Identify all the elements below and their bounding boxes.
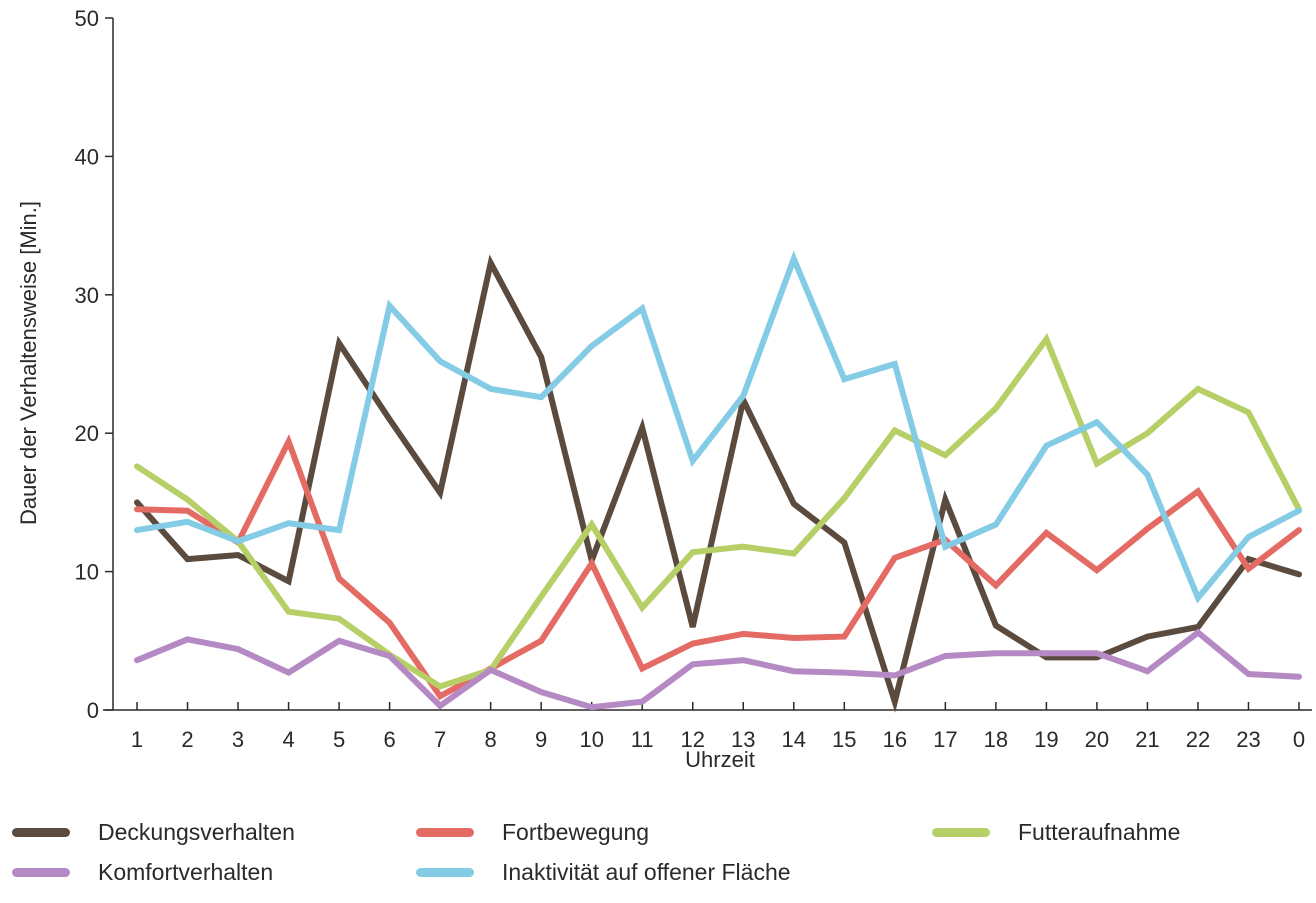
legend-swatch xyxy=(416,827,474,837)
series-line-futteraufnahme xyxy=(134,332,1302,690)
x-tick-label: 8 xyxy=(485,727,497,752)
x-tick-label: 15 xyxy=(832,727,856,752)
x-tick-label: 23 xyxy=(1236,727,1260,752)
y-axis-title: Dauer der Verhaltensweise [Min.] xyxy=(16,201,41,525)
x-tick-label: 20 xyxy=(1085,727,1109,752)
x-tick-label: 12 xyxy=(680,727,704,752)
legend-item-deckungsverhalten: Deckungsverhalten xyxy=(12,814,295,850)
series-line-inaktivit-t-auf-offener-fl-che xyxy=(134,250,1302,604)
x-axis-title: Uhrzeit xyxy=(685,747,755,772)
legend-item-futteraufnahme: Futteraufnahme xyxy=(932,814,1180,850)
x-tick-label: 14 xyxy=(782,727,806,752)
legend: Deckungsverhalten Fortbewegung Futterauf… xyxy=(0,800,1316,903)
series-line-fortbewegung xyxy=(134,433,1302,701)
x-tick-label: 18 xyxy=(984,727,1008,752)
x-tick-label: 5 xyxy=(333,727,345,752)
x-tick-label: 19 xyxy=(1034,727,1058,752)
y-axis: 0 10 20 30 40 50 xyxy=(75,6,114,723)
legend-swatch xyxy=(932,827,990,837)
legend-swatch xyxy=(12,867,70,877)
series-layer xyxy=(134,250,1302,713)
y-tick-label: 30 xyxy=(75,283,99,308)
y-tick-label: 40 xyxy=(75,144,99,169)
x-tick-label: 3 xyxy=(232,727,244,752)
legend-item-inaktivitaet: Inaktivität auf offener Fläche xyxy=(416,854,791,890)
legend-item-fortbewegung: Fortbewegung xyxy=(416,814,649,850)
x-tick-label: 22 xyxy=(1186,727,1210,752)
x-tick-label: 9 xyxy=(535,727,547,752)
legend-label: Futteraufnahme xyxy=(1018,818,1181,845)
legend-swatch xyxy=(12,827,70,837)
legend-label: Inaktivität auf offener Fläche xyxy=(502,858,791,885)
x-tick-label: 2 xyxy=(181,727,193,752)
x-tick-label: 0 xyxy=(1293,727,1305,752)
x-tick-label: 4 xyxy=(282,727,294,752)
legend-item-komfortverhalten: Komfortverhalten xyxy=(12,854,273,890)
legend-label: Fortbewegung xyxy=(502,818,650,845)
y-tick-label: 50 xyxy=(75,6,99,31)
x-tick-label: 16 xyxy=(883,727,907,752)
x-tick-label: 1 xyxy=(131,727,143,752)
x-tick-label: 17 xyxy=(933,727,957,752)
x-tick-label: 21 xyxy=(1135,727,1159,752)
x-tick-label: 7 xyxy=(434,727,446,752)
y-tick-label: 0 xyxy=(87,698,99,723)
legend-label: Komfortverhalten xyxy=(98,858,274,885)
legend-label: Deckungsverhalten xyxy=(98,818,295,845)
legend-swatch xyxy=(416,867,474,877)
x-tick-label: 13 xyxy=(731,727,755,752)
y-tick-label: 20 xyxy=(75,421,99,446)
x-tick-label: 11 xyxy=(631,727,654,752)
series-line-komfortverhalten xyxy=(134,628,1302,711)
x-axis: 1 2 3 4 5 6 7 8 9 10 11 12 13 14 15 16 17 18 19 20 21 22 23 0 xyxy=(103,702,1312,752)
x-tick-label: 6 xyxy=(383,727,395,752)
y-tick-label: 10 xyxy=(75,560,99,585)
x-tick-label: 10 xyxy=(579,727,603,752)
